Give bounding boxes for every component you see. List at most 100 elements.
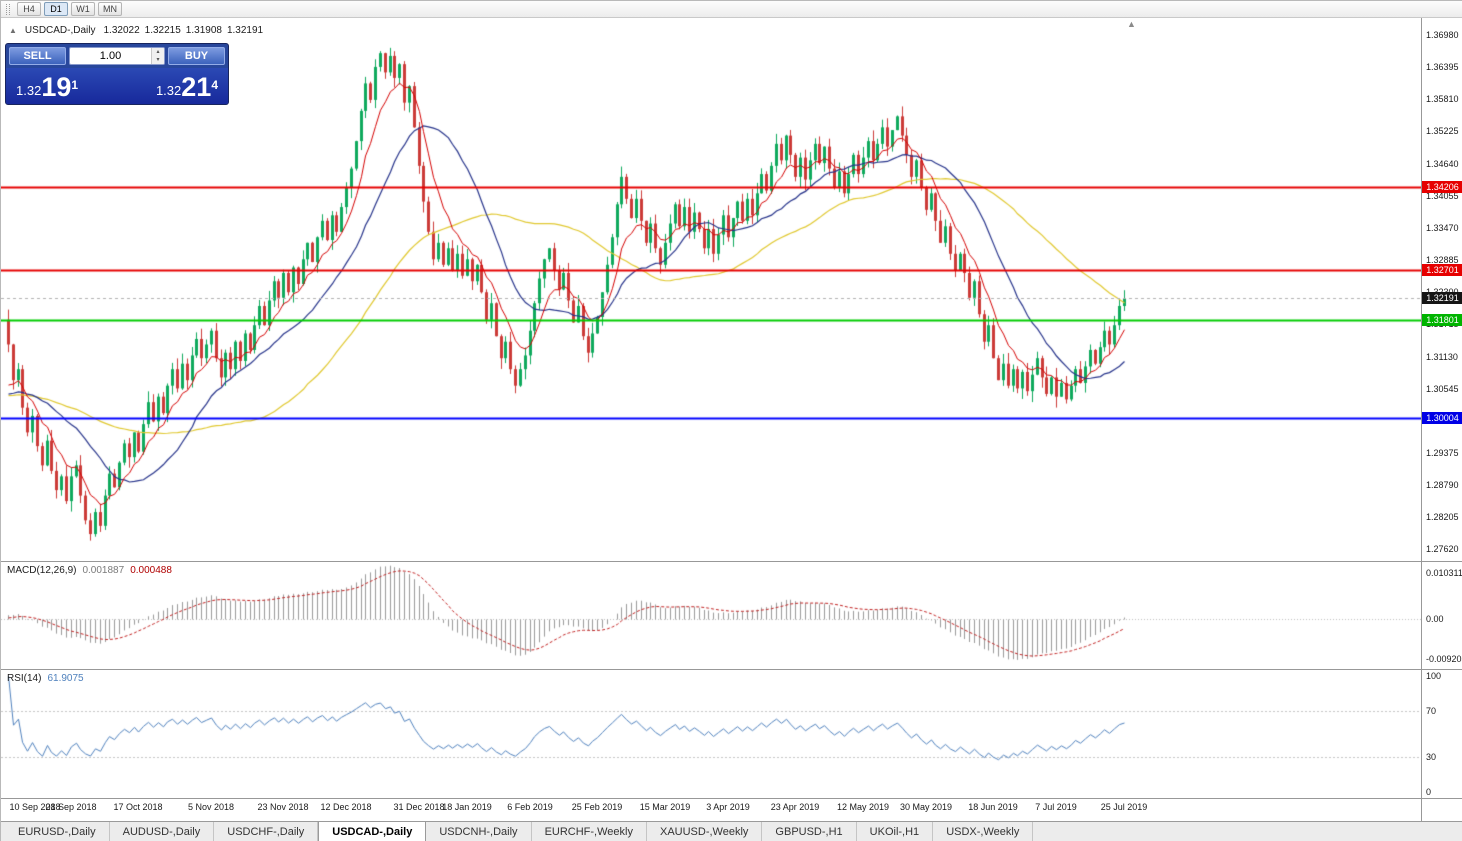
macd-signal-value: 0.000488 xyxy=(130,565,172,576)
rsi-axis-tick: 100 xyxy=(1426,671,1442,681)
rsi-axis-tick: 70 xyxy=(1426,705,1437,716)
macd-axis-tick: 0.010311 xyxy=(1426,568,1462,578)
ask-price: 1.32 21 4 xyxy=(155,71,218,102)
date-axis-label: 31 Dec 2018 xyxy=(393,802,445,812)
volume-input[interactable] xyxy=(70,48,151,64)
price-axis-tick: 1.35225 xyxy=(1426,126,1459,137)
date-axis-label: 3 Apr 2019 xyxy=(706,802,750,812)
date-axis-label: 5 Nov 2018 xyxy=(187,802,235,812)
macd-axis-tick: -0.009203 xyxy=(1426,654,1462,665)
sell-button[interactable]: SELL xyxy=(9,47,66,65)
volume-spin-down-icon[interactable]: ▾ xyxy=(152,56,164,64)
macd-canvas[interactable] xyxy=(1,562,1421,669)
date-axis-separator xyxy=(1,798,1462,799)
chart-shift-marker-icon[interactable]: ▲ xyxy=(1127,19,1136,29)
chart-tab-usdcnh-daily[interactable]: USDCNH-,Daily xyxy=(426,822,532,841)
macd-panel-separator[interactable] xyxy=(1,561,1462,562)
bid-ask-display: 1.32 19 1 1.32 21 4 xyxy=(6,68,228,104)
price-axis-tick: 1.27620 xyxy=(1426,544,1459,555)
ask-pips: 21 xyxy=(181,71,212,102)
chart-tab-xauusd-weekly[interactable]: XAUUSD-,Weekly xyxy=(647,822,763,841)
chart-tab-usdcad-daily[interactable]: USDCAD-,Daily xyxy=(318,822,427,841)
high-value: 1.32215 xyxy=(144,25,181,36)
price-axis-separator xyxy=(1421,18,1422,821)
toolbar-grip[interactable] xyxy=(6,3,10,15)
price-axis-tick: 1.36395 xyxy=(1426,62,1459,73)
price-level-tag: 1.34206 xyxy=(1422,181,1462,194)
chart-tab-usdchf-daily[interactable]: USDCHF-,Daily xyxy=(214,822,319,841)
period-button-d1[interactable]: D1 xyxy=(44,2,68,16)
price-level-tag: 1.30004 xyxy=(1422,412,1462,425)
macd-label: MACD(12,26,9) 0.001887 0.000488 xyxy=(7,565,172,576)
price-axis-tick: 1.34055 xyxy=(1426,190,1459,201)
chart-area: ▲ USDCAD-,Daily 1.32022 1.32215 1.31908 … xyxy=(1,18,1462,821)
chart-tab-eurchf-weekly[interactable]: EURCHF-,Weekly xyxy=(532,822,647,841)
date-axis-label: 12 Dec 2018 xyxy=(320,802,372,812)
bid-price: 1.32 19 1 xyxy=(16,71,79,102)
date-axis-label: 25 Feb 2019 xyxy=(571,802,623,812)
open-value: 1.32022 xyxy=(103,25,140,36)
date-axis-label: 23 Apr 2019 xyxy=(770,802,820,812)
main-chart-canvas[interactable] xyxy=(1,18,1421,561)
low-value: 1.31908 xyxy=(185,25,222,36)
macd-axis-tick: 0.00 xyxy=(1426,613,1444,624)
chart-ohlc-header: ▲ USDCAD-,Daily 1.32022 1.32215 1.31908 … xyxy=(9,25,263,36)
date-axis-label: 10 Sep 2018 xyxy=(9,802,61,812)
price-level-tag: 1.31801 xyxy=(1422,313,1462,326)
chart-tab-audusd-daily[interactable]: AUDUSD-,Daily xyxy=(110,822,215,841)
date-axis-label: 12 May 2019 xyxy=(836,802,890,812)
price-axis-tick: 1.28205 xyxy=(1426,512,1459,523)
bid-prefix: 1.32 xyxy=(16,82,42,98)
rsi-label: RSI(14) 61.9075 xyxy=(7,673,84,684)
volume-spin-up-icon[interactable]: ▴ xyxy=(152,48,164,56)
close-value: 1.32191 xyxy=(226,25,264,36)
one-click-toggle-icon[interactable]: ▲ xyxy=(9,26,17,35)
date-axis-label: 17 Oct 2018 xyxy=(113,802,163,812)
chart-tab-usdx-weekly[interactable]: USDX-,Weekly xyxy=(933,822,1034,841)
period-button-h4[interactable]: H4 xyxy=(17,2,41,16)
price-axis-tick: 1.36980 xyxy=(1426,30,1459,41)
price-axis-tick: 1.32885 xyxy=(1426,255,1459,266)
price-axis-tick: 1.34640 xyxy=(1426,158,1459,169)
bid-fraction: 1 xyxy=(71,77,79,92)
date-axis-label: 18 Jun 2019 xyxy=(968,802,1018,812)
ask-prefix: 1.32 xyxy=(155,82,182,98)
volume-spinner: ▴ ▾ xyxy=(151,48,164,64)
date-axis-label: 23 Nov 2018 xyxy=(257,802,309,812)
bid-pips: 19 xyxy=(41,71,72,102)
chart-tab-gbpusd-h1[interactable]: GBPUSD-,H1 xyxy=(762,822,857,841)
rsi-canvas[interactable] xyxy=(1,670,1421,798)
rsi-value: 61.9075 xyxy=(47,673,84,684)
period-button-w1[interactable]: W1 xyxy=(71,2,95,16)
price-axis-tick: 1.30545 xyxy=(1426,383,1459,394)
date-axis-label: 18 Jan 2019 xyxy=(442,802,492,812)
date-axis-label: 25 Jul 2019 xyxy=(1100,802,1148,812)
period-button-mn[interactable]: MN xyxy=(98,2,122,16)
rsi-name: RSI(14) xyxy=(7,673,42,684)
date-axis-label: 7 Jul 2019 xyxy=(1035,802,1077,812)
chart-title: USDCAD-,Daily xyxy=(24,25,96,36)
date-axis-label: 28 Sep 2018 xyxy=(45,802,97,812)
price-axis-tick: 1.35810 xyxy=(1426,94,1459,105)
date-axis-label: 6 Feb 2019 xyxy=(507,802,553,812)
chart-tab-eurusd-daily[interactable]: EURUSD-,Daily xyxy=(5,822,110,841)
price-level-tag: 1.32701 xyxy=(1422,264,1462,277)
price-axis-tick: 1.31130 xyxy=(1426,351,1458,362)
rsi-axis-tick: 30 xyxy=(1426,752,1437,763)
macd-main-value: 0.001887 xyxy=(82,565,125,576)
buy-button[interactable]: BUY xyxy=(168,47,225,65)
chart-tab-ukoil-h1[interactable]: UKOil-,H1 xyxy=(857,822,934,841)
rsi-axis-tick: 0 xyxy=(1426,787,1432,797)
period-toolbar: H4 D1 W1 MN xyxy=(1,1,1462,18)
chart-tab-bar: EURUSD-,Daily AUDUSD-,Daily USDCHF-,Daily U… xyxy=(1,821,1462,841)
price-axis-tick: 1.29375 xyxy=(1426,448,1459,458)
macd-name: MACD(12,26,9) xyxy=(7,565,77,576)
date-axis-label: 30 May 2019 xyxy=(899,802,953,812)
rsi-panel-separator[interactable] xyxy=(1,669,1462,670)
volume-control: ▴ ▾ xyxy=(69,47,165,65)
one-click-controls: SELL ▴ ▾ BUY xyxy=(6,44,228,68)
date-axis-label: 15 Mar 2019 xyxy=(639,802,691,812)
price-axis-tick: 1.28790 xyxy=(1426,480,1459,491)
